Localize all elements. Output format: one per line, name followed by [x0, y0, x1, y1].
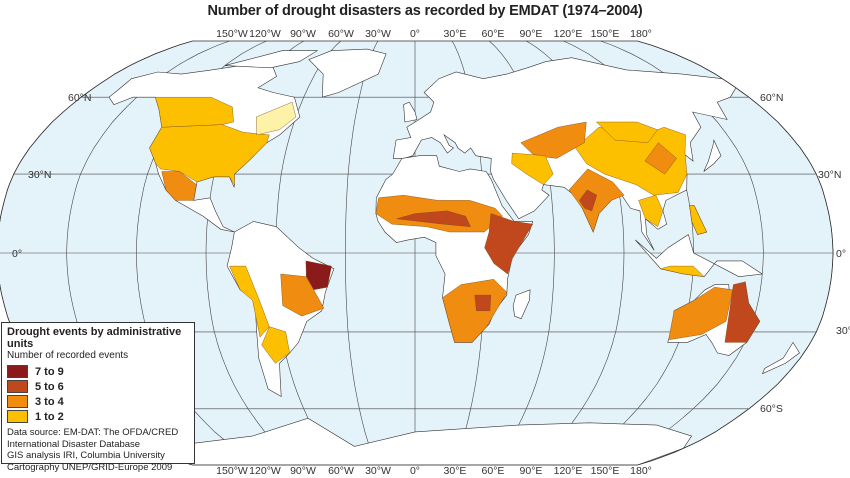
latitude-label-right: 30°N	[818, 169, 841, 181]
legend-swatch	[7, 410, 28, 423]
landmass-arctic-canada	[224, 50, 319, 69]
longitude-label: 120°E	[554, 28, 583, 40]
drought-region-india-w	[579, 189, 598, 212]
longitude-label: 150°E	[591, 28, 620, 40]
source-line: Data source: EM-DAT: The OFDA/CRED	[7, 427, 179, 438]
legend-item-1-2: 1 to 2	[7, 409, 189, 424]
longitude-label: 150°W	[216, 465, 248, 477]
drought-region-usa	[149, 124, 270, 186]
drought-region-andes	[229, 265, 270, 338]
legend-label: 1 to 2	[35, 410, 64, 423]
legend-label: 7 to 9	[35, 365, 64, 378]
drought-region-brazil	[280, 273, 325, 317]
source-line: GIS analysis IRI, Columbia University	[7, 450, 165, 461]
latitude-labels: 60°N 60°N 30°N 30°N 0° 0° 30°S 60°S	[12, 92, 850, 415]
longitude-label: 120°W	[249, 28, 281, 40]
drought-region-canada	[155, 97, 234, 128]
longitude-label: 30°W	[365, 28, 391, 40]
latitude-label-right: 60°N	[760, 92, 783, 104]
source-line: International Disaster Database	[7, 438, 141, 450]
longitude-label: 60°W	[328, 28, 354, 40]
longitude-label: 150°E	[591, 465, 620, 477]
latitude-label-right: 0°	[836, 248, 846, 260]
map-title: Number of drought disasters as recorded …	[207, 3, 643, 19]
legend-swatch	[7, 395, 28, 408]
legend-label: 5 to 6	[35, 380, 64, 393]
longitude-labels-bottom: 150°W 120°W 90°W 60°W 30°W 0° 30°E 60°E 90°E 120°…	[216, 465, 652, 477]
drought-regions	[149, 97, 761, 364]
landmass-greenland	[308, 48, 387, 98]
drought-region-india	[568, 168, 625, 233]
longitude-label: 0°	[410, 465, 420, 477]
latitude-label-right: 30°S	[836, 325, 850, 337]
legend-item-3-4: 3 to 4	[7, 394, 189, 409]
legend-title: Drought events by administrative units	[7, 326, 182, 350]
legend-item-7-9: 7 to 9	[7, 364, 189, 379]
landmass-antarctica	[146, 417, 693, 466]
latitude-label-left: 60°N	[68, 92, 91, 104]
longitude-label: 30°E	[444, 28, 467, 40]
longitude-label: 60°W	[328, 465, 354, 477]
source-line: Cartography UNEP/GRID-Europe 2009	[7, 461, 173, 473]
longitude-labels-top: 150°W 120°W 90°W 60°W 30°W 0° 30°E 60°E 90°E 120°…	[216, 28, 652, 40]
legend: Drought events by administrative units N…	[1, 322, 195, 473]
drought-region-mexico	[161, 171, 197, 201]
legend-label: 3 to 4	[35, 395, 64, 408]
longitude-label: 180°	[630, 28, 652, 40]
longitude-label: 0°	[410, 28, 420, 40]
drought-region-philippines-d	[689, 205, 707, 235]
longitude-label: 180°	[630, 465, 652, 477]
longitude-label: 90°E	[520, 465, 543, 477]
drought-region-sahel-severe	[396, 210, 471, 227]
drought-region-quebec	[255, 101, 297, 136]
legend-swatch	[7, 380, 28, 393]
latitude-label-left: 30°N	[28, 169, 51, 181]
legend-item-5-6: 5 to 6	[7, 379, 189, 394]
drought-region-indonesia-d	[660, 265, 705, 277]
longitude-label: 30°W	[365, 465, 391, 477]
drought-region-argentina	[261, 326, 290, 364]
drought-region-brazil-ne	[305, 260, 332, 291]
drought-region-east-africa	[484, 213, 534, 275]
data-source: Data source: EM-DAT: The OFDA/CRED Inter…	[7, 427, 189, 473]
latitude-label-right: 60°S	[760, 403, 783, 415]
drought-region-zimbabwe	[474, 294, 492, 311]
longitude-label: 120°W	[249, 465, 281, 477]
drought-region-australia-w	[668, 286, 733, 341]
landmass-scandinavia-japan	[703, 139, 722, 172]
longitude-label: 30°E	[444, 465, 467, 477]
longitude-label: 90°E	[520, 28, 543, 40]
landmass-madagascar	[512, 289, 531, 320]
drought-region-iran	[511, 152, 554, 185]
drought-region-australia-e	[724, 281, 761, 343]
legend-swatch	[7, 365, 28, 378]
landmass-new-zealand	[761, 341, 800, 375]
longitude-label: 60°E	[482, 465, 505, 477]
longitude-label: 90°W	[290, 465, 316, 477]
drought-region-se-asia	[638, 194, 664, 228]
landmass-uk	[403, 101, 418, 123]
drought-region-china-n	[644, 142, 677, 175]
longitude-label: 90°W	[290, 28, 316, 40]
latitude-label-left: 0°	[12, 248, 22, 260]
longitude-label: 150°W	[216, 28, 248, 40]
longitude-label: 60°E	[482, 28, 505, 40]
legend-subtitle: Number of recorded events	[7, 350, 129, 361]
drought-region-mongolia	[595, 121, 658, 143]
longitude-label: 120°E	[554, 465, 583, 477]
